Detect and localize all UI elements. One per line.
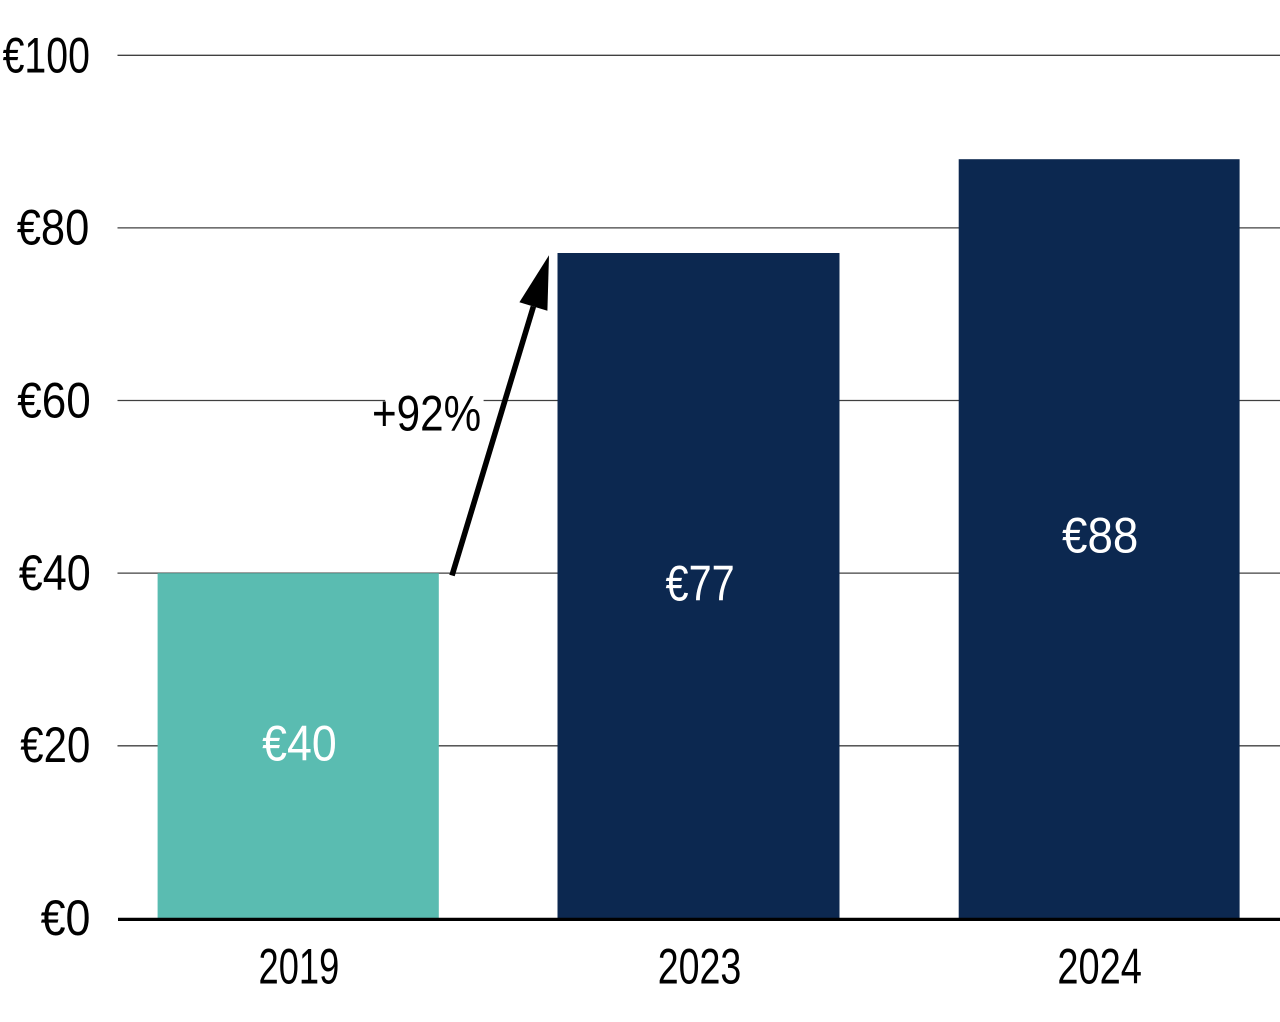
svg-text:2024: 2024	[1057, 939, 1142, 995]
svg-text:€40: €40	[19, 545, 91, 601]
svg-text:€100: €100	[3, 27, 90, 83]
svg-text:€77: €77	[666, 555, 735, 611]
svg-text:2023: 2023	[658, 939, 742, 995]
svg-text:2019: 2019	[259, 939, 340, 995]
svg-text:€88: €88	[1062, 507, 1138, 563]
svg-text:€40: €40	[262, 716, 337, 772]
svg-text:€60: €60	[17, 373, 91, 429]
svg-text:€20: €20	[20, 717, 90, 773]
svg-text:€0: €0	[41, 890, 91, 946]
svg-text:+92%: +92%	[372, 386, 481, 442]
svg-text:€80: €80	[17, 200, 90, 256]
